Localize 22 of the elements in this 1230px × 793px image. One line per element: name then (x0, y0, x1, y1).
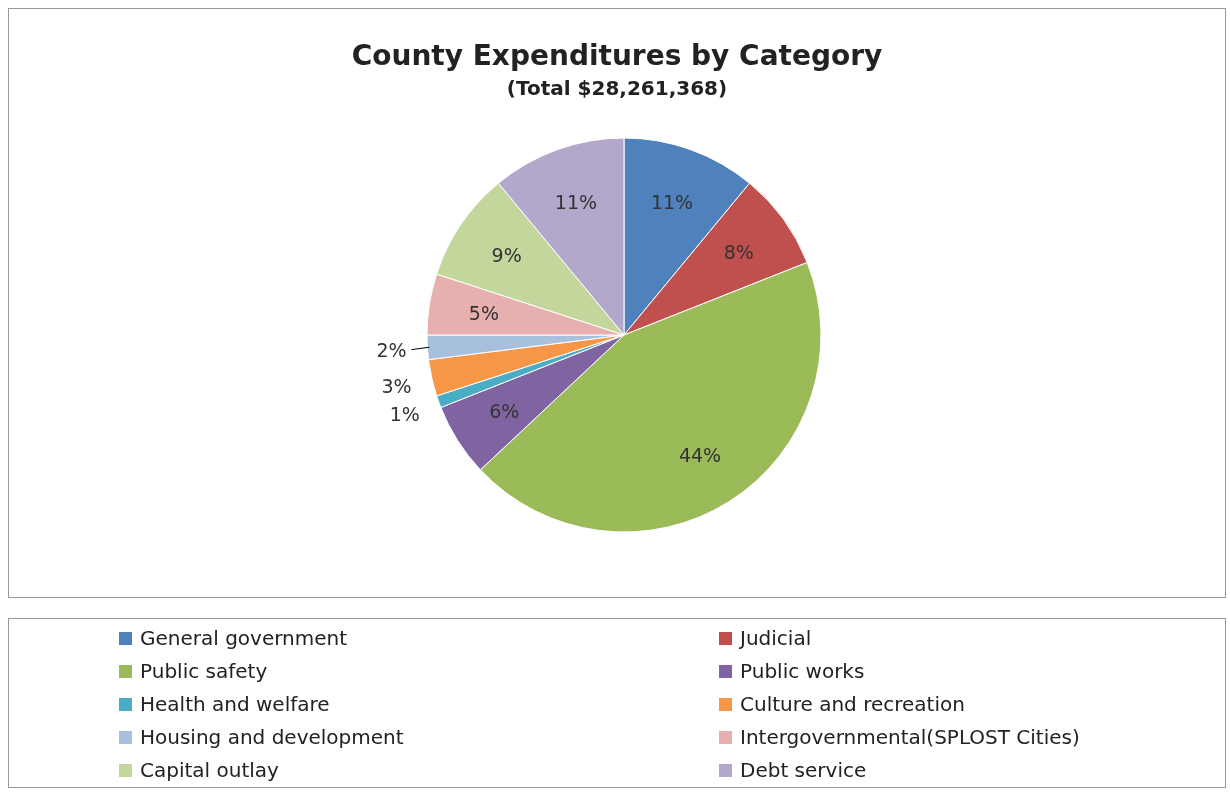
chart-subtitle: (Total $28,261,368) (505, 76, 729, 100)
legend-label: Health and welfare (140, 692, 330, 716)
data-label: 11% (650, 190, 694, 213)
legend-label: Housing and development (140, 725, 404, 749)
data-label: 11% (554, 190, 598, 213)
legend-label: Intergovernmental(SPLOST Cities) (740, 725, 1080, 749)
legend-label: Capital outlay (140, 758, 279, 782)
data-label: 6% (489, 400, 520, 422)
legend-label: Judicial (740, 626, 812, 650)
data-label: 9% (491, 244, 522, 267)
data-label: 44% (678, 443, 722, 466)
legend-label: Public works (740, 659, 865, 683)
data-label: 1% (389, 402, 420, 425)
data-label: 8% (723, 240, 754, 263)
legend-label: Public safety (140, 659, 268, 683)
legend-label: Culture and recreation (740, 692, 965, 716)
data-label: 3% (381, 374, 412, 397)
data-label: 2% (376, 338, 407, 361)
chart-title: County Expenditures by Category (350, 39, 884, 72)
legend-label: Debt service (740, 758, 867, 782)
legend-label: General government (140, 626, 348, 650)
data-label: 5% (468, 301, 499, 324)
